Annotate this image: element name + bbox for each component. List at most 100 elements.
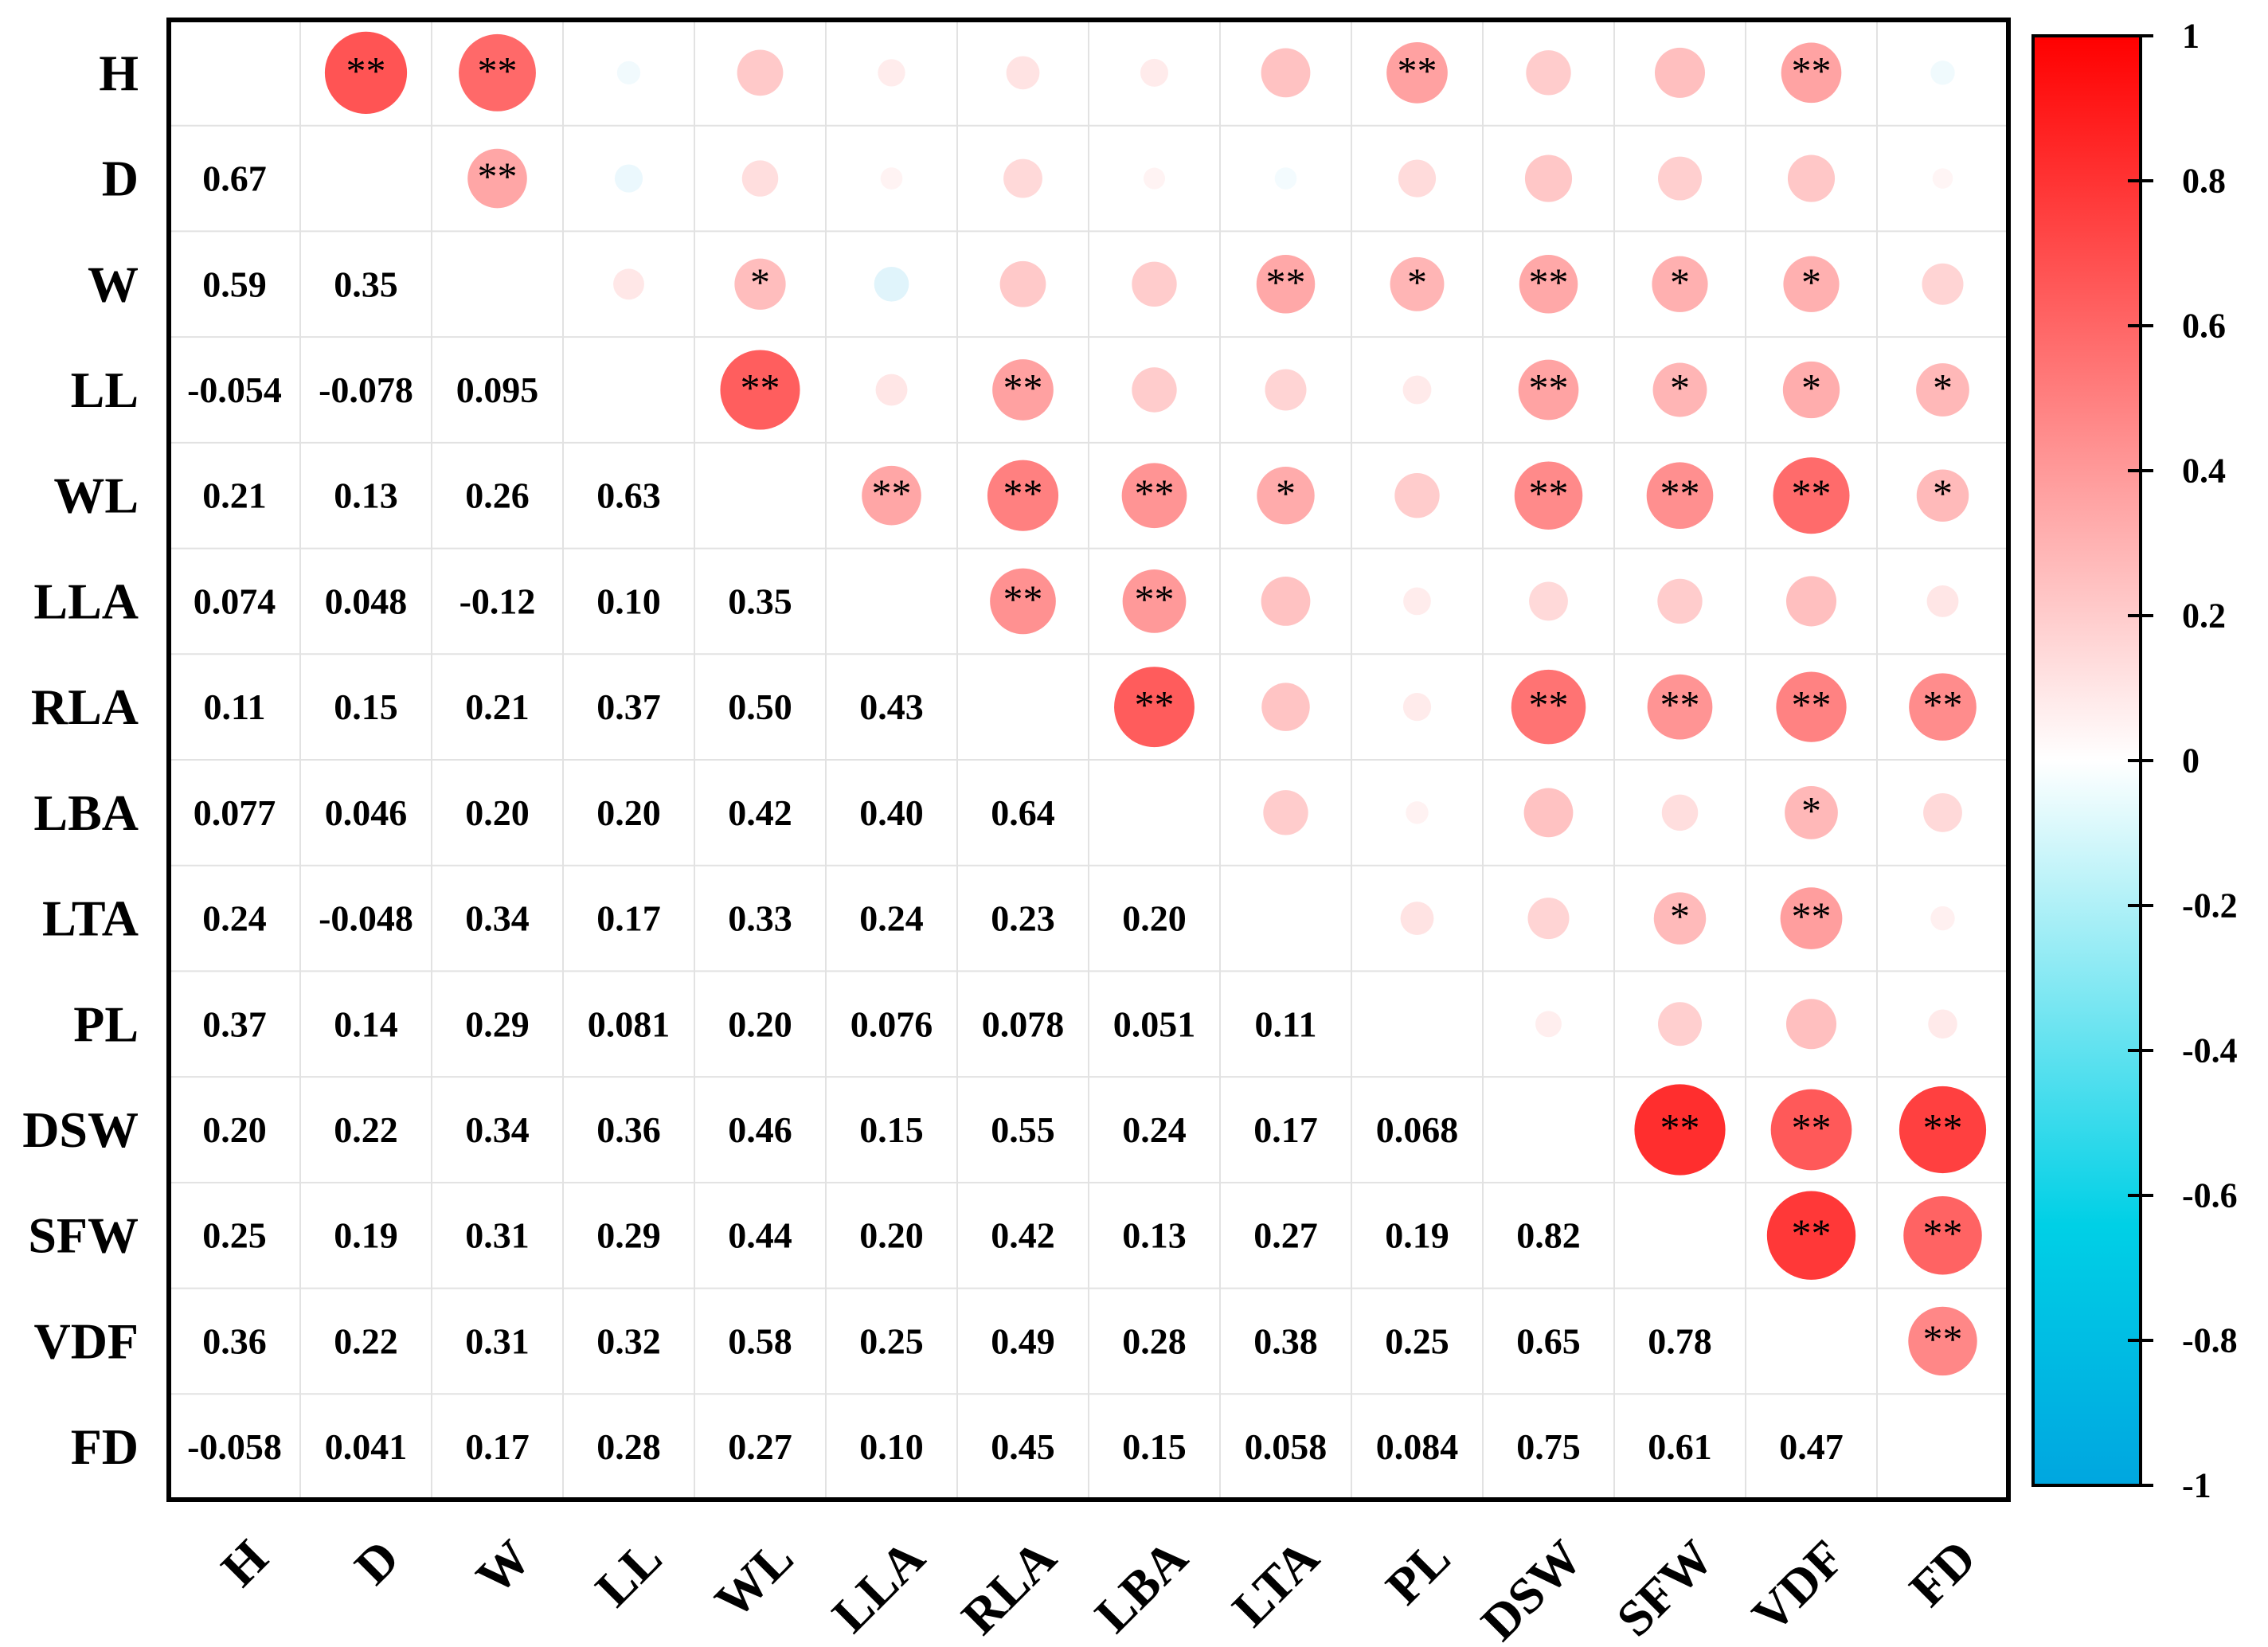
correlation-value: 0.078 [982,1003,1065,1044]
correlation-circle [990,568,1056,635]
correlation-value: 0.19 [334,1215,398,1256]
significance-mark: ** [1529,260,1569,304]
correlation-value: 0.058 [1245,1426,1328,1467]
significance-mark: * [1276,471,1296,515]
correlation-value: 0.64 [991,792,1055,833]
column-label: WL [704,1529,804,1629]
correlation-circle [1766,1191,1856,1280]
correlation-value: 0.44 [728,1215,792,1256]
correlation-circle [741,160,779,197]
significance-mark: ** [1135,577,1175,621]
column-label: LLA [821,1529,935,1643]
correlation-circle [1780,887,1843,949]
row-label: PL [73,996,139,1052]
correlation-circle [1903,1195,1982,1275]
correlation-value: -0.054 [187,370,282,410]
correlation-circle [1526,50,1571,96]
correlation-circle [1785,576,1837,627]
correlation-circle [1909,673,1977,741]
correlation-value: 0.068 [1376,1109,1459,1150]
correlation-circle [1776,671,1847,742]
colorbar-tick-label: -0.6 [2182,1176,2238,1215]
significance-mark: ** [1792,48,1832,92]
significance-mark: * [1801,366,1821,410]
significance-mark: ** [1529,683,1569,727]
correlation-value: 0.046 [325,792,408,833]
correlation-circle [1402,693,1432,722]
column-label: W [465,1529,541,1605]
correlation-value: 0.28 [596,1426,661,1467]
correlation-value: 0.17 [1253,1109,1318,1150]
significance-mark: * [1933,471,1953,515]
correlation-value: 0.45 [991,1426,1055,1467]
correlation-circle [734,258,786,310]
correlation-circle [1143,167,1166,190]
correlation-value: 0.081 [588,1003,671,1044]
row-label: H [99,45,139,101]
colorbar-tick-label: 1 [2182,17,2200,56]
correlation-circle [992,359,1054,421]
significance-mark: ** [1003,366,1043,410]
significance-mark: ** [1792,471,1832,515]
column-label: LTA [1222,1529,1330,1637]
correlation-circle [1257,467,1315,525]
correlation-value: 0.40 [859,792,924,833]
significance-mark: * [1801,260,1821,304]
row-label: RLA [31,679,139,735]
correlation-value: 0.38 [1253,1320,1318,1361]
correlation-value: 0.63 [596,475,661,516]
significance-mark: ** [1529,471,1569,515]
correlation-circle [1386,42,1448,104]
correlation-circle [1402,375,1432,405]
correlation-value: 0.20 [1122,898,1187,939]
correlation-value: 0.36 [202,1320,267,1361]
correlation-value: 0.13 [334,475,398,516]
correlation-value: 0.34 [465,898,530,939]
correlation-circle [1661,794,1699,831]
significance-mark: * [1670,366,1690,410]
colorbar-tick-label: -1 [2182,1466,2211,1505]
significance-mark: ** [1135,683,1175,727]
colorbar-tick-label: -0.4 [2182,1031,2238,1070]
significance-mark: * [1801,788,1821,832]
correlation-value: 0.20 [202,1109,267,1150]
correlation-value: 0.31 [465,1320,530,1361]
correlation-value: 0.61 [1648,1426,1712,1467]
correlation-circle [613,268,644,300]
correlation-value: 0.076 [850,1003,933,1044]
correlation-circle [1394,473,1440,518]
significance-mark: * [1670,260,1690,304]
correlation-value: 0.35 [728,581,792,621]
correlation-value: 0.19 [1385,1215,1449,1256]
colorbar-tick-label: 0.2 [2182,597,2226,636]
significance-mark: ** [872,471,912,515]
correlation-value: 0.47 [1779,1426,1844,1467]
correlation-value: 0.25 [859,1320,924,1361]
correlation-circle [1519,255,1578,314]
correlation-value: 0.074 [194,581,276,621]
correlation-circle [1114,667,1195,748]
significance-mark: ** [1660,1105,1700,1150]
significance-mark: ** [1792,1105,1832,1150]
significance-mark: ** [1135,471,1175,515]
correlation-circle [1930,61,1955,85]
correlation-circle [459,33,536,111]
correlation-value: 0.34 [465,1109,530,1150]
correlation-circle [1654,47,1706,98]
correlation-value: 0.11 [1255,1003,1317,1044]
correlation-circle [1261,683,1310,731]
significance-mark: * [750,260,770,304]
correlation-circle [1398,159,1437,198]
column-label: D [344,1529,410,1595]
column-label: SFW [1605,1529,1723,1647]
correlation-value: 0.50 [728,687,792,727]
correlation-circle [1930,906,1955,931]
correlation-value: 0.49 [991,1320,1055,1361]
correlation-value: 0.29 [465,1003,530,1044]
correlation-value: 0.084 [1376,1426,1459,1467]
correlation-value: 0.65 [1516,1320,1581,1361]
correlation-circle [1634,1084,1726,1176]
correlation-circle [1535,1011,1562,1038]
correlation-circle [1658,1002,1702,1046]
correlation-value: 0.75 [1516,1426,1581,1467]
